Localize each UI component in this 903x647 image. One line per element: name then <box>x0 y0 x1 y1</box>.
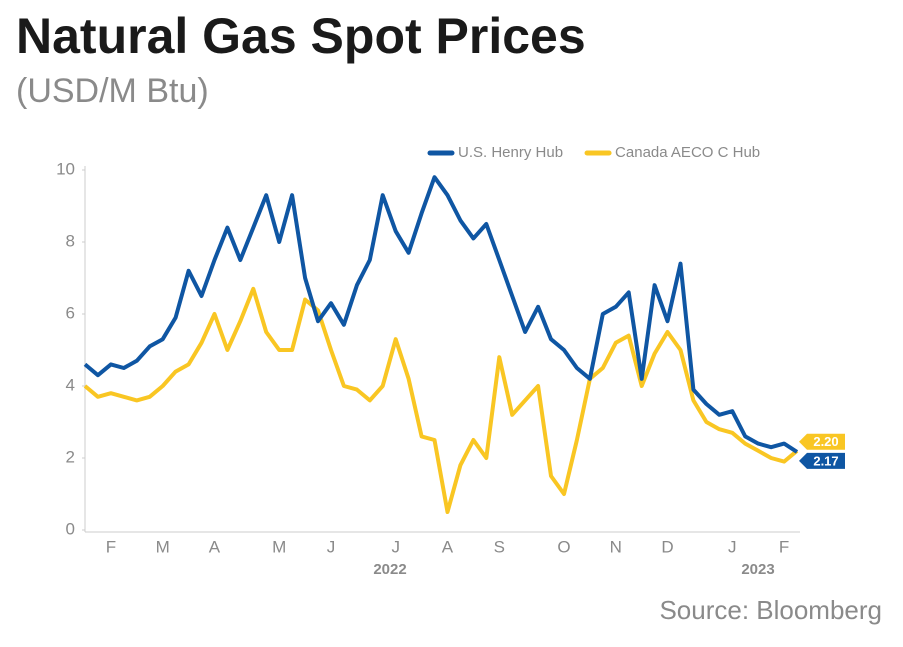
source: Source: Bloomberg <box>659 595 882 625</box>
line-series <box>83 286 799 514</box>
x-tick-label: O <box>557 537 570 556</box>
chart-subtitle: (USD/M Btu) <box>16 72 209 110</box>
year-label: 2022 <box>373 561 406 578</box>
value-label: 2.20 <box>813 434 838 449</box>
chart-title: Natural Gas Spot Prices <box>16 8 586 64</box>
value-tag <box>799 452 845 469</box>
line-series <box>83 175 799 454</box>
y-tick-label: 8 <box>66 231 75 250</box>
legend-label: Canada AECO C Hub <box>615 144 760 161</box>
y-tick-label: 4 <box>66 375 75 394</box>
x-tick-label: M <box>272 537 286 556</box>
x-tick-label: J <box>327 537 336 556</box>
value-label: 2.17 <box>813 453 838 468</box>
legend-label: U.S. Henry Hub <box>458 144 563 161</box>
x-tick-label: A <box>209 537 221 556</box>
x-tick-label: N <box>610 537 622 556</box>
x-tick-label: F <box>106 537 116 556</box>
y-tick-label: 10 <box>56 159 75 178</box>
value-tag <box>799 433 845 450</box>
x-tick-label: J <box>391 537 400 556</box>
y-tick-label: 2 <box>66 447 75 466</box>
x-tick-label: S <box>494 537 505 556</box>
x-tick-label: J <box>728 537 737 556</box>
y-tick-label: 6 <box>66 303 75 322</box>
x-tick-label: D <box>661 537 673 556</box>
y-tick-label: 0 <box>66 519 75 538</box>
x-tick-label: A <box>442 537 454 556</box>
year-label: 2023 <box>741 561 774 578</box>
x-tick-label: M <box>156 537 170 556</box>
x-tick-label: F <box>779 537 789 556</box>
